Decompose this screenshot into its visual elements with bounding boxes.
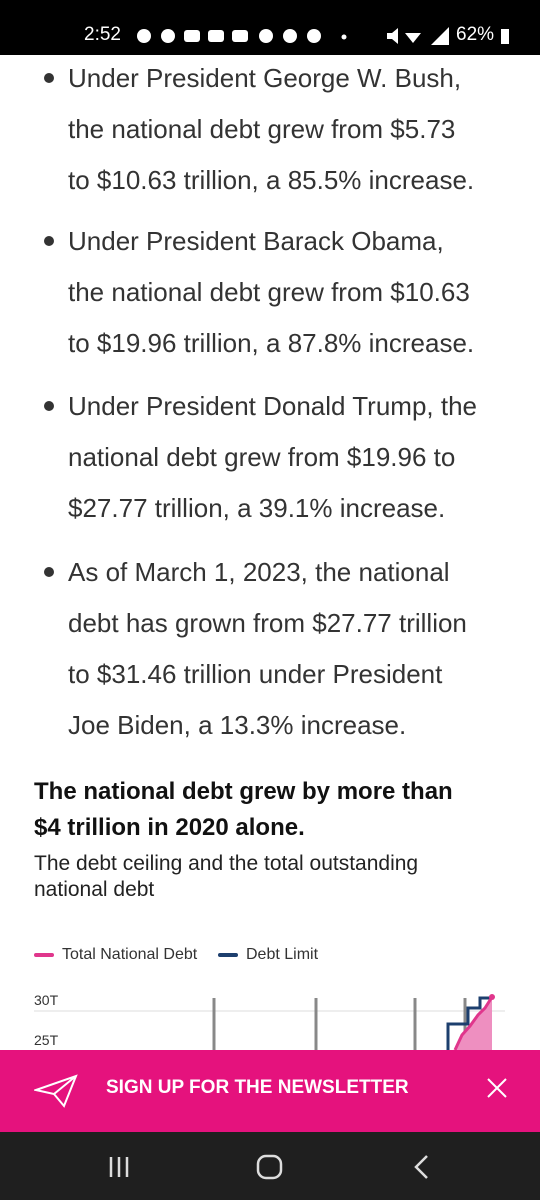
- bullet-text: Under President Donald Trump, the: [68, 391, 477, 421]
- bullet-text: to $19.96 trillion, a 87.8% increase.: [68, 328, 475, 358]
- back-button[interactable]: [414, 1155, 428, 1179]
- y-tick-label: 30T: [34, 992, 59, 1008]
- bullet-text: $27.77 trillion, a 39.1% increase.: [68, 493, 446, 523]
- debt-limit-line: [446, 996, 492, 1050]
- close-button[interactable]: [486, 1077, 508, 1099]
- bullet-dot: [44, 73, 54, 83]
- bullet-text: As of March 1, 2023, the national: [68, 557, 450, 587]
- bullet-text: to $31.46 trillion under President: [68, 659, 443, 689]
- bullet-dot: [44, 401, 54, 411]
- chart-subtitle: national debt: [34, 878, 155, 901]
- notification-icons: [137, 29, 347, 43]
- recents-button[interactable]: [109, 1157, 129, 1177]
- debt-line: [453, 996, 494, 1050]
- bullet-dot: [44, 236, 54, 246]
- legend-swatch: [34, 953, 54, 957]
- chart: [34, 994, 505, 1050]
- legend-label: Total National Debt: [62, 946, 198, 963]
- clock: 2:52: [84, 24, 121, 45]
- status-bar: 2:52 62%: [0, 0, 540, 55]
- nav-buttons: [109, 1154, 428, 1180]
- battery-level: 62%: [456, 24, 495, 45]
- newsletter-button[interactable]: SIGN UP FOR THE NEWSLETTER: [106, 1077, 409, 1098]
- newsletter-banner[interactable]: SIGN UP FOR THE NEWSLETTER: [0, 1050, 540, 1132]
- chart-title: The national debt grew by more than: [34, 778, 453, 805]
- chart-subtitle: The debt ceiling and the total outstandi…: [34, 852, 419, 875]
- y-tick-label: 25T: [34, 1032, 59, 1048]
- home-button[interactable]: [256, 1154, 283, 1180]
- battery-icon: [501, 29, 509, 44]
- navigation-bar: [0, 1132, 540, 1200]
- bullet-dot: [44, 567, 54, 577]
- legend-label: Debt Limit: [246, 946, 319, 963]
- legend-swatch: [218, 953, 238, 957]
- bullet-text: to $10.63 trillion, a 85.5% increase.: [68, 165, 475, 195]
- bullet-text: debt has grown from $27.77 trillion: [68, 608, 467, 638]
- bullet-text: the national debt grew from $10.63: [68, 277, 470, 307]
- bullet-text: the national debt grew from $5.73: [68, 114, 456, 144]
- chart-title: $4 trillion in 2020 alone.: [34, 814, 305, 841]
- bullet-text: national debt grew from $19.96 to: [68, 442, 456, 472]
- paper-plane-icon: [34, 1074, 78, 1108]
- debt-end-point: [489, 994, 495, 1000]
- bullet-text: Under President George W. Bush,: [68, 63, 462, 93]
- bullet-text: Joe Biden, a 13.3% increase.: [68, 710, 407, 740]
- bullet-text: Under President Barack Obama,: [68, 226, 444, 256]
- system-icons: [387, 27, 449, 45]
